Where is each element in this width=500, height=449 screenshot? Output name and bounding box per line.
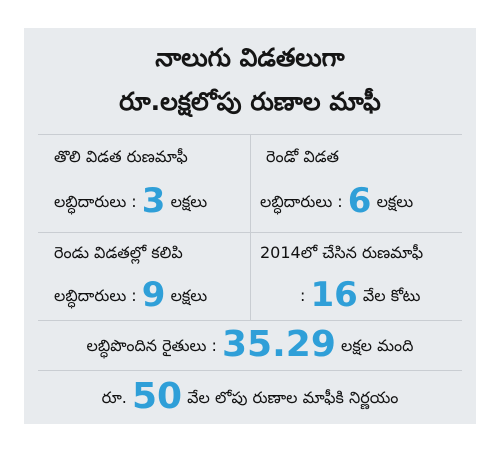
- cell-value-row: లబ్ధిదారులు : 6 లక్షలు: [260, 184, 460, 218]
- cell-value-row: లబ్ధిదారులు : 3 లక్షలు: [54, 184, 244, 218]
- cell-value-row: : 16 వేల కోటు: [260, 278, 470, 312]
- cell-suffix: వేల కోటు: [362, 286, 421, 305]
- cell-suffix: లక్షలు: [376, 192, 414, 211]
- cell-label: తొలి విడత రుణమాఫీ: [54, 147, 188, 166]
- stat-cell-first-phase: తొలి విడత రుణమాఫీ లబ్ధిదారులు : 3 లక్షలు: [54, 146, 244, 218]
- cell-prefix: లబ్ధిదారులు :: [54, 192, 137, 211]
- cell-label: రెండు విడతల్లో కలిపి: [54, 243, 183, 262]
- stat-cell-second-phase: రెండో విడత లబ్ధిదారులు : 6 లక్షలు: [260, 146, 460, 218]
- info-card: నాలుగు విడతలుగా రూ.లక్షలోపు రుణాల మాఫీ త…: [24, 28, 476, 424]
- beneficiaries-suffix: లక్షల మంది: [340, 336, 414, 355]
- cell-prefix: లబ్ధిదారులు :: [260, 192, 343, 211]
- beneficiaries-row: లబ్ధిపొందిన రైతులు : 35.29 లక్షల మంది: [24, 327, 476, 363]
- headline-line-1: నాలుగు విడతలుగా: [155, 43, 345, 72]
- cell-label: 2014లో చేసిన రుణమాఫీ: [260, 243, 424, 262]
- divider: [250, 232, 251, 320]
- decision-row: రూ. 50 వేల లోపు రుణాల మాఫీకి నిర్ణయం: [24, 379, 476, 415]
- beneficiaries-value: 35.29: [222, 324, 336, 365]
- cell-suffix: లక్షలు: [170, 286, 208, 305]
- cell-value-row: లబ్ధిదారులు : 9 లక్షలు: [54, 278, 244, 312]
- stat-cell-combined: రెండు విడతల్లో కలిపి లబ్ధిదారులు : 9 లక్…: [54, 242, 244, 312]
- beneficiaries-prefix: లబ్ధిపొందిన రైతులు :: [86, 336, 217, 355]
- cell-prefix: లబ్ధిదారులు :: [54, 286, 137, 305]
- cell-value: 16: [310, 275, 358, 315]
- cell-value: 9: [141, 275, 166, 315]
- decision-prefix: రూ.: [101, 388, 127, 407]
- cell-suffix: లక్షలు: [170, 192, 208, 211]
- stat-cell-2014-waiver: 2014లో చేసిన రుణమాఫీ : 16 వేల కోటు: [260, 242, 470, 312]
- divider: [38, 320, 462, 321]
- decision-value: 50: [131, 376, 183, 417]
- decision-suffix: వేల లోపు రుణాల మాఫీకి నిర్ణయం: [187, 388, 399, 407]
- divider: [38, 370, 462, 371]
- divider: [250, 134, 251, 232]
- cell-prefix: :: [300, 286, 306, 305]
- headline-line-2: రూ.లక్షలోపు రుణాల మాఫీ: [119, 87, 381, 116]
- cell-value: 6: [347, 181, 372, 221]
- cell-label: రెండో విడత: [266, 147, 340, 166]
- cell-value: 3: [141, 181, 166, 221]
